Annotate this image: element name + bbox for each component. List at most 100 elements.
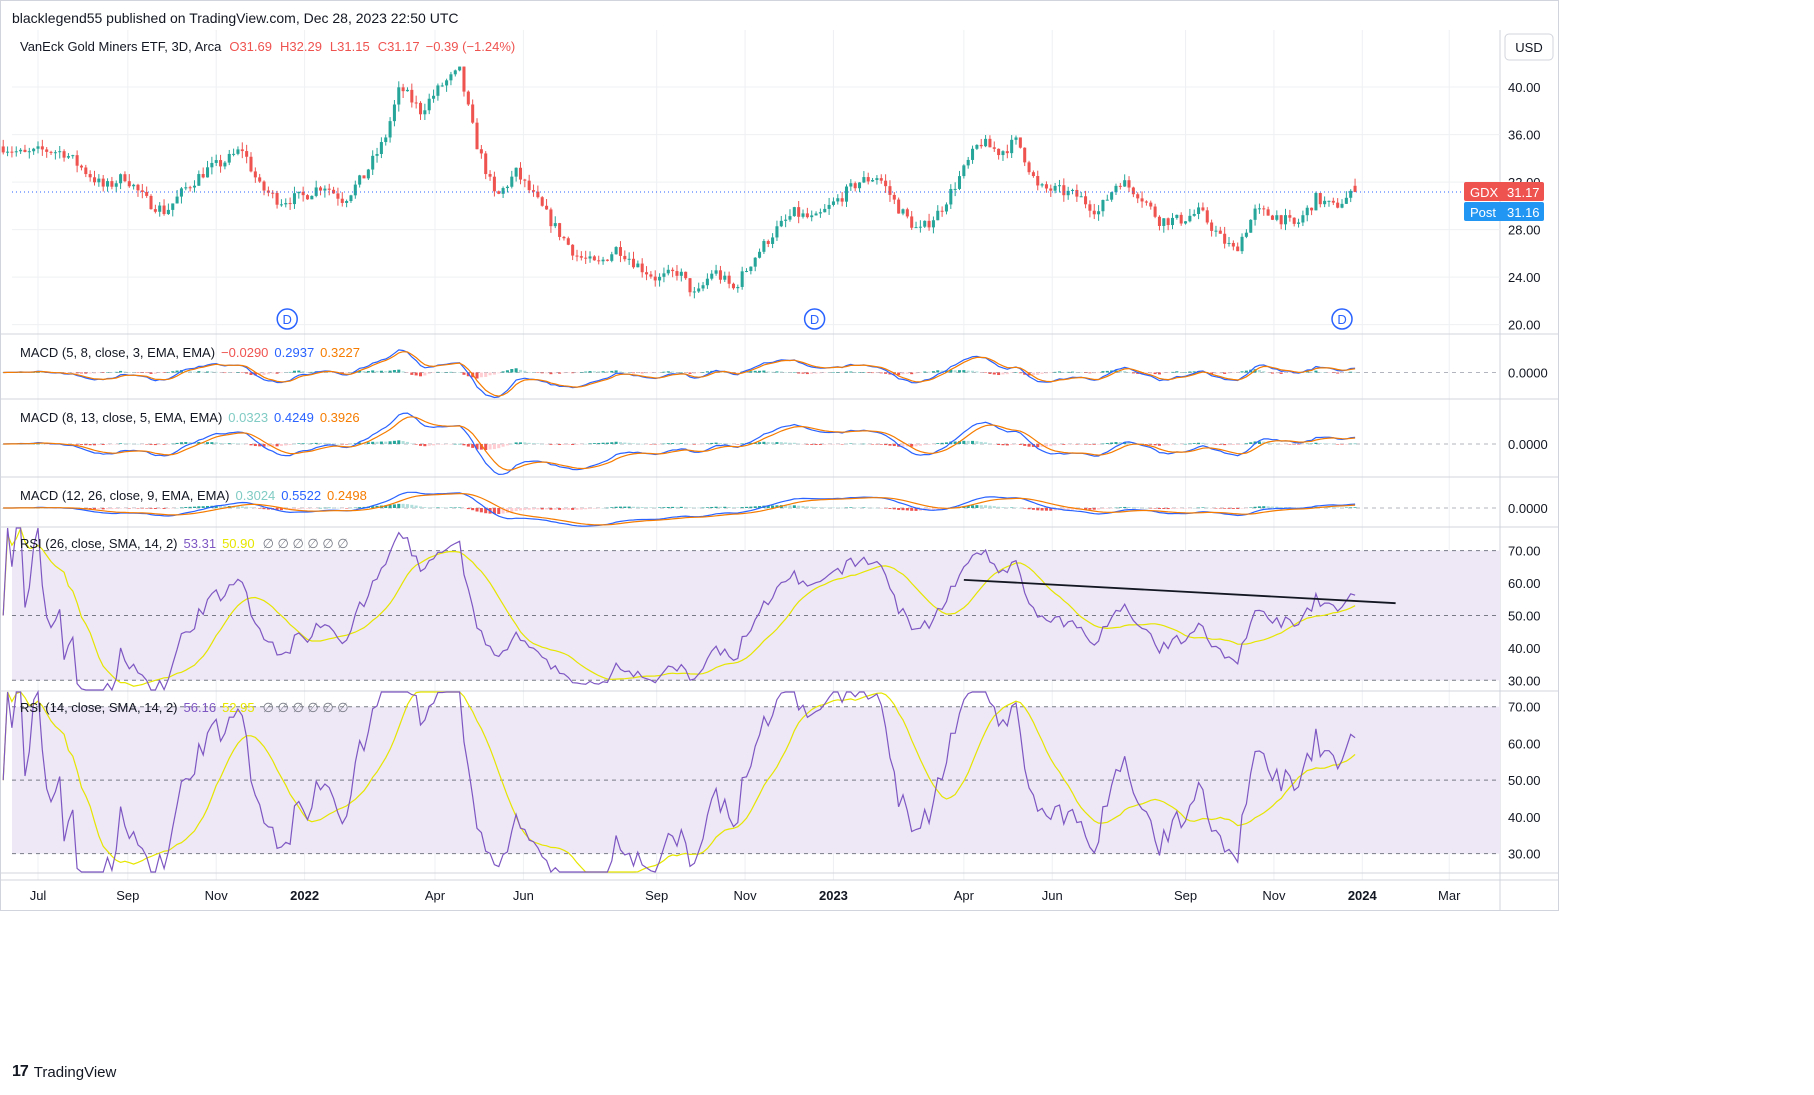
candle-body (866, 177, 870, 182)
tradingview-logo[interactable]: 17 TradingView (12, 1063, 116, 1081)
macd-histogram-bar (1062, 372, 1066, 373)
macd-histogram-bar (936, 443, 940, 444)
macd-histogram-bar (871, 444, 875, 445)
macd-histogram-bar (505, 444, 509, 446)
macd-histogram-bar (931, 508, 935, 510)
macd-histogram-bar (758, 506, 762, 508)
macd-histogram-bar (640, 372, 644, 374)
candle-body (523, 179, 527, 181)
candle-body (410, 89, 414, 103)
macd-histogram-bar (1257, 370, 1261, 373)
candle-body (536, 191, 540, 198)
time-axis: Jul Sep Nov 2022 Apr Jun Sep Nov 2023 Apr Jun Sep No… (30, 888, 1461, 903)
macd-histogram-bar (597, 508, 601, 509)
indicator-value-1: 52.95 (222, 700, 255, 715)
macd-histogram-bar (640, 507, 644, 508)
macd-histogram-bar (1101, 371, 1105, 373)
macd-histogram-bar (40, 443, 44, 445)
dividend-marker[interactable]: D (276, 308, 298, 330)
macd-histogram-bar (1227, 372, 1231, 374)
macd-histogram-bar (831, 372, 835, 373)
dividend-marker[interactable]: D (803, 308, 826, 330)
macd-histogram-bar (384, 441, 388, 444)
macd-histogram-bar (245, 372, 249, 374)
macd-histogram-bar (192, 506, 197, 508)
macd-histogram-bar (1018, 444, 1022, 445)
macd-histogram-bar (136, 372, 140, 373)
macd-histogram-bar (379, 441, 383, 444)
indicator-value-0: 56.16 (184, 700, 217, 715)
macd-histogram-bar (1257, 441, 1261, 444)
macd-histogram-bar (753, 506, 757, 508)
dividend-marker[interactable]: D (1331, 308, 1353, 330)
macd-histogram-bar (362, 506, 366, 508)
macd-histogram-bar (392, 370, 396, 373)
candle-body (827, 204, 831, 209)
macd-histogram-bar (940, 370, 944, 373)
macd-histogram-bar (645, 507, 649, 508)
macd-tick-label: 0.0000 (1508, 501, 1548, 516)
macd-histogram-bar (249, 507, 253, 508)
rsi-tick-label-2: 50.00 (1508, 773, 1541, 788)
indicator-value-0: −0.0290 (221, 345, 268, 360)
macd-histogram-bar (566, 372, 570, 373)
macd-histogram-bar (779, 442, 783, 444)
macd-histogram-bar (232, 372, 236, 373)
macd-histogram-bar (375, 370, 379, 373)
candle-body (279, 204, 283, 206)
candle-body (323, 188, 327, 191)
candle-body (957, 176, 962, 189)
candle-body (475, 122, 479, 150)
candle-body (1088, 204, 1092, 211)
macd-histogram-bar (1049, 508, 1053, 511)
macd-histogram-bar (253, 508, 257, 509)
macd-histogram-bar (149, 508, 153, 509)
candle-body (758, 251, 762, 258)
macd-histogram-bar (1331, 372, 1335, 374)
currency-button[interactable]: USD (1504, 33, 1554, 61)
macd-histogram-bar (340, 444, 344, 445)
macd-histogram-bar (1210, 372, 1214, 375)
candle-body (940, 210, 944, 212)
macd-histogram-bar (736, 444, 740, 445)
macd-histogram-bar (592, 371, 596, 373)
candle-body (1288, 215, 1292, 218)
macd-histogram-bar (905, 372, 909, 374)
candle-body (679, 271, 683, 276)
macd-histogram-bar (1005, 444, 1009, 446)
macd-histogram-bar (110, 508, 114, 510)
candle-body (962, 165, 966, 177)
macd-histogram-bar (158, 444, 162, 445)
candle-body (584, 257, 588, 259)
macd-histogram-bar (1270, 443, 1274, 444)
macd-histogram-bar (223, 506, 227, 508)
candle-body (992, 147, 996, 149)
macd-histogram-bar (479, 508, 483, 513)
macd-histogram-bar (92, 372, 97, 374)
candle-body (1044, 184, 1048, 189)
macd-histogram-bar (1270, 372, 1274, 374)
candle-body (875, 178, 879, 181)
macd-histogram-bar (1084, 508, 1088, 510)
macd-histogram-bar (453, 443, 457, 445)
candle-body (1301, 215, 1305, 223)
macd-histogram-bar (1014, 372, 1018, 373)
candle-body (610, 254, 614, 261)
macd-histogram-bar (432, 372, 436, 373)
macd-histogram-bar (284, 372, 288, 373)
macd-histogram-bar (410, 504, 414, 508)
macd-histogram-bar (1084, 372, 1088, 373)
macd-histogram-bar (853, 507, 857, 508)
macd-histogram-bar (1279, 444, 1283, 445)
macd-histogram-bar (645, 372, 649, 374)
macd-histogram-bar (1288, 372, 1292, 373)
ohlc-low: L31.15 (330, 39, 370, 54)
macd-histogram-bar (1305, 371, 1309, 373)
macd-histogram-bar (371, 370, 375, 373)
macd-histogram-bar (1197, 442, 1201, 444)
macd-histogram-bar (153, 444, 157, 446)
rsi-tick-label-3: 40.00 (1508, 810, 1541, 825)
macd-histogram-bar (332, 443, 336, 444)
macd-histogram-bar (449, 444, 453, 445)
